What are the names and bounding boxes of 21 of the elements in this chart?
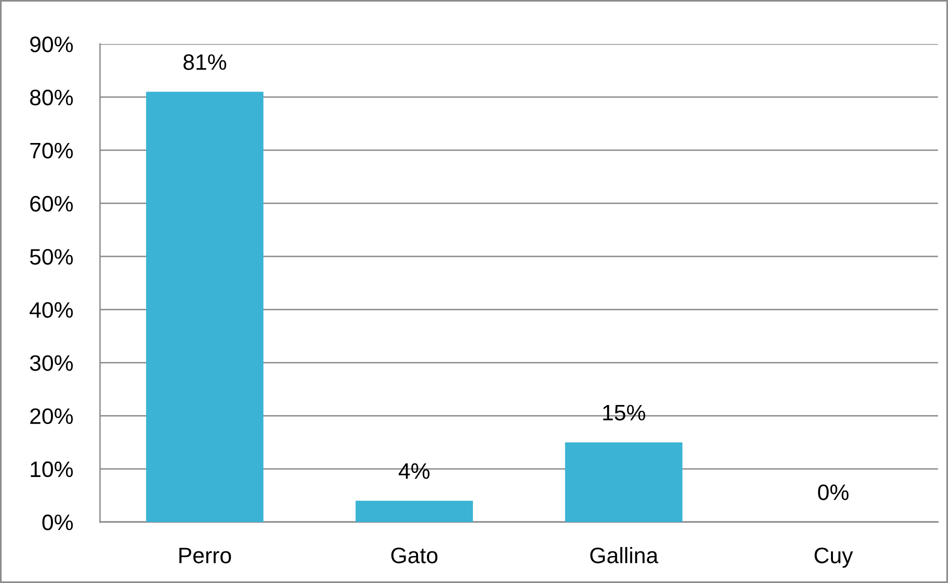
x-tick-label: Gato	[391, 548, 438, 564]
data-label: 15%	[603, 404, 646, 421]
bar	[146, 92, 264, 522]
y-tick-label: 60%	[30, 196, 73, 212]
y-tick-label: 40%	[30, 302, 73, 318]
bar	[565, 442, 682, 522]
x-tick-label: Cuy	[814, 548, 853, 568]
y-tick-label: 90%	[30, 36, 73, 52]
y-tick-label: 70%	[30, 142, 73, 158]
y-tick-label: 20%	[30, 408, 73, 424]
y-tick-label: 30%	[30, 355, 73, 371]
data-label: 0%	[818, 484, 849, 500]
data-label: 4%	[398, 463, 430, 479]
x-tick-label: Perro	[179, 548, 231, 564]
data-label: 81%	[183, 54, 226, 70]
y-tick-label: 0%	[42, 514, 73, 530]
bar	[356, 500, 473, 522]
y-tick-label: 10%	[30, 461, 73, 478]
y-tick-label: 80%	[30, 90, 73, 106]
x-tick-label: Gallina	[590, 547, 658, 564]
y-tick-label: 50%	[30, 248, 73, 265]
